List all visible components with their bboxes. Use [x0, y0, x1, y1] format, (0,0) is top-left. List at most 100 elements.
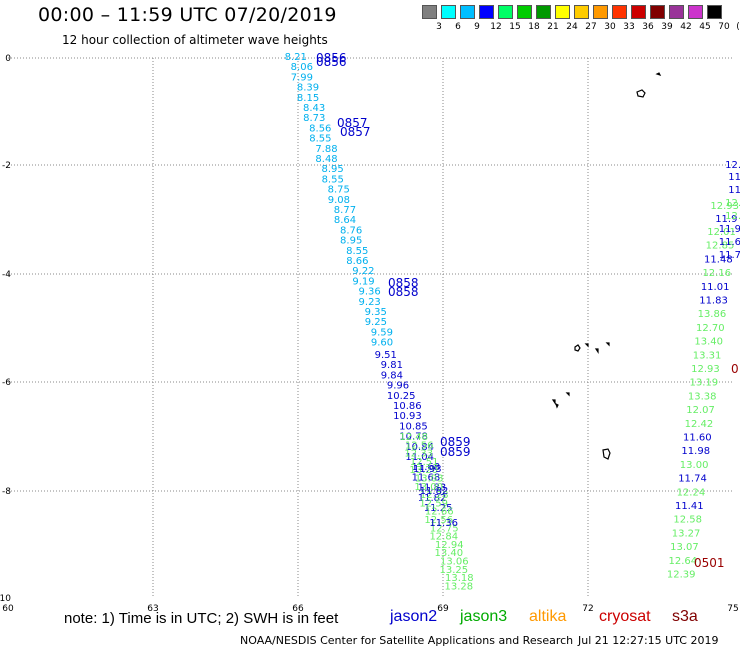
color-swatch: [593, 5, 608, 19]
swh-value: 12.66: [425, 507, 454, 518]
swh-value: 13.19: [690, 378, 719, 389]
satellite-name-jason2: jason2: [390, 608, 438, 625]
map-grid: [8, 57, 733, 598]
color-scale-label: 33: [623, 22, 635, 32]
swh-value: 11.36: [429, 518, 458, 529]
color-scale-label: 30: [604, 22, 616, 32]
swh-value: 13.38: [688, 391, 717, 402]
color-scale-label: 12: [490, 22, 502, 32]
swh-value: 9.36: [358, 287, 380, 298]
swh-value: 11.6: [719, 237, 740, 248]
swh-value: 11: [728, 172, 740, 183]
swh-value: 8.55: [346, 246, 368, 257]
swh-value: 8.43: [303, 103, 325, 114]
swh-value: 13.25: [439, 565, 468, 576]
swh-value: 8.73: [303, 113, 325, 124]
color-scale-label: 18: [528, 22, 540, 32]
swh-value: 13.86: [698, 309, 727, 320]
longitude-tick-label: 60: [2, 604, 14, 614]
swh-value: 11.7: [719, 250, 740, 261]
swh-value: 12.64: [668, 556, 697, 567]
map-title: 00:00 – 11:59 UTC 07/20/2019: [38, 4, 337, 26]
swh-value: 11.25: [424, 503, 453, 514]
swh-value: 10.78: [399, 432, 428, 443]
swh-value: 11.9: [719, 224, 740, 235]
color-swatch: [441, 5, 456, 19]
swh-value: 9.25: [365, 317, 387, 328]
generated-timestamp: Jul 21 12:27:15 UTC 2019: [578, 634, 719, 647]
swh-value: 13.00: [680, 460, 709, 471]
swh-value: 12.24: [677, 487, 706, 498]
swh-value: 13.06: [440, 557, 469, 568]
swh-value: 9.08: [328, 195, 350, 206]
swh-value: 7.99: [291, 72, 313, 83]
latitude-tick-label: -2: [2, 161, 11, 171]
swh-value: 9.60: [371, 338, 393, 349]
color-swatch: [517, 5, 532, 19]
swh-value: 12.56: [405, 440, 434, 451]
swh-value: 11.74: [678, 474, 707, 485]
swh-value: 13.00: [414, 482, 443, 493]
island-outline: [551, 399, 556, 405]
latitude-tick-label: -8: [2, 487, 11, 497]
swh-value: 13.20: [409, 465, 438, 476]
satellite-name-jason3: jason3: [460, 608, 508, 625]
island-outlines: [551, 72, 662, 460]
swh-value: 12.93: [691, 364, 720, 375]
swh-value: 11.82: [418, 493, 447, 504]
swh-value: 12.59: [419, 498, 448, 509]
color-scale-label: 45: [699, 22, 711, 32]
time-stamp: 0501: [694, 556, 725, 570]
satellite-name-cryosat: cryosat: [599, 608, 651, 625]
map-subtitle: 12 hour collection of altimeter wave hei…: [62, 33, 328, 47]
latitude-tick-label: -4: [2, 270, 11, 280]
swh-value: 11.82: [420, 486, 449, 497]
swh-value: 11.83: [418, 483, 447, 494]
color-scale-label: (ft): [736, 22, 740, 32]
swh-value: 9.84: [381, 370, 403, 381]
swh-value: 7.88: [315, 144, 337, 155]
swh-value: 12.28: [420, 490, 449, 501]
swh-value: 13.31: [693, 350, 722, 361]
swh-value: 8.66: [346, 256, 368, 267]
swh-value: 12.94: [435, 540, 464, 551]
color-swatch: [574, 5, 589, 19]
swh-value: 12.85: [706, 241, 735, 252]
swh-value: 12.16: [702, 268, 731, 279]
swh-value: 12.75: [430, 523, 459, 534]
swh-value: 12.58: [673, 515, 702, 526]
time-stamp: 0858: [388, 285, 419, 299]
swh-value: 12.01: [707, 227, 736, 238]
swh-value: 12.: [725, 211, 740, 222]
swh-value: 11.83: [699, 296, 728, 307]
swh-value: 9.19: [352, 276, 374, 287]
latitude-tick-label: -6: [2, 378, 11, 388]
swh-value: 9.51: [375, 350, 397, 361]
swh-value: 12.39: [667, 570, 696, 581]
color-swatch: [650, 5, 665, 19]
time-stamp: 0857: [337, 116, 368, 130]
swh-value: 8.95: [321, 164, 343, 175]
swh-value: 12.: [725, 160, 740, 171]
swh-value: 8.06: [291, 62, 313, 73]
color-swatch: [688, 5, 703, 19]
footnote: note: 1) Time is in UTC; 2) SWH is in fe…: [64, 610, 339, 627]
swh-value: 8.21: [285, 52, 307, 63]
swh-value: 12.07: [686, 405, 715, 416]
swh-value: 8.39: [297, 83, 319, 94]
color-swatch: [669, 5, 684, 19]
time-stamp: 0859: [440, 445, 471, 459]
island-outline: [554, 402, 559, 409]
swh-value: 9.35: [365, 307, 387, 318]
swh-value: 8.48: [315, 154, 337, 165]
color-scale-label: 24: [566, 22, 578, 32]
swh-value: 12.42: [685, 419, 714, 430]
swh-value: 10.84: [405, 442, 434, 453]
longitude-tick-label: 66: [292, 604, 304, 614]
time-stamp: 0859: [440, 435, 471, 449]
swh-value: 11.48: [704, 254, 733, 265]
swh-value: 8.56: [309, 123, 331, 134]
swh-value: 12.56: [424, 515, 453, 526]
island-outline: [605, 342, 610, 347]
swh-value: 10.93: [393, 411, 422, 422]
